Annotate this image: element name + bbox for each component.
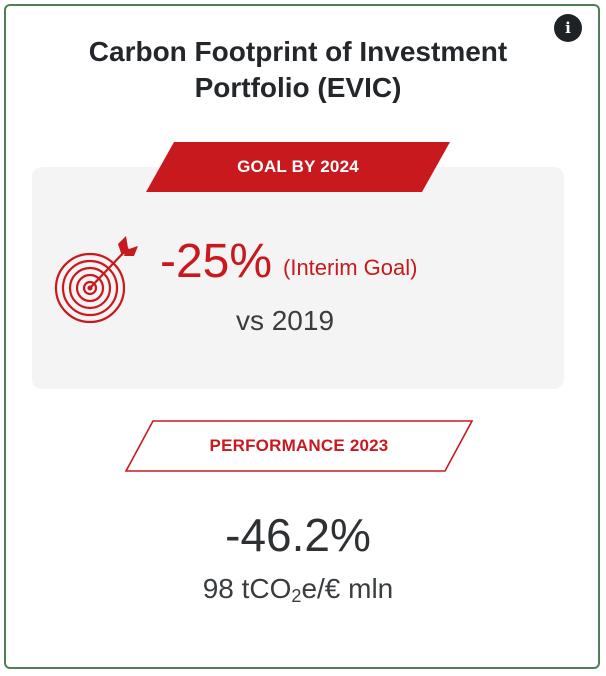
performance-banner-shape bbox=[124, 420, 474, 472]
unit-suffix: e/€ mln bbox=[301, 573, 394, 604]
unit-prefix: 98 tCO bbox=[202, 573, 292, 604]
goal-note: (Interim Goal) bbox=[283, 255, 418, 280]
performance-banner: PERFORMANCE 2023 bbox=[124, 420, 474, 472]
performance-value: -46.2% bbox=[225, 509, 371, 561]
unit-subscript: 2 bbox=[291, 586, 302, 606]
info-icon: i bbox=[565, 19, 571, 37]
goal-baseline: vs 2019 bbox=[235, 305, 335, 336]
performance-banner-label: PERFORMANCE 2023 bbox=[209, 436, 389, 455]
target-arrow-icon bbox=[54, 232, 138, 326]
goal-panel bbox=[32, 167, 564, 389]
goal-banner: GOAL BY 2024 bbox=[146, 142, 450, 192]
performance-unit: 98 tCO2e/€ mln bbox=[100, 572, 496, 613]
info-button[interactable]: i bbox=[554, 14, 582, 42]
card-title: Carbon Footprint of Investment Portfolio… bbox=[88, 36, 508, 103]
goal-value: -25% bbox=[160, 235, 273, 288]
goal-banner-shape bbox=[146, 142, 450, 192]
goal-banner-label: GOAL BY 2024 bbox=[237, 157, 359, 176]
